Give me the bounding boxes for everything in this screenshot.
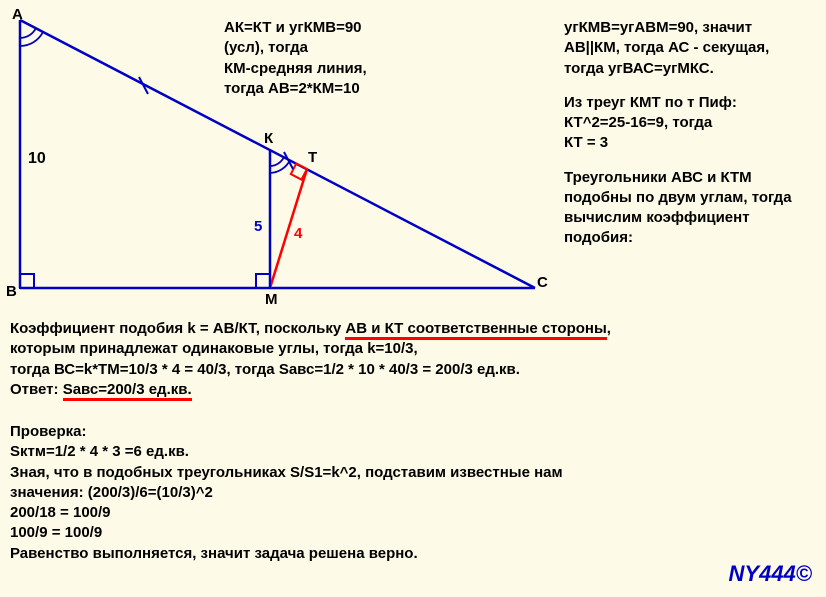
tm-l1b: АВ и КТ соответственные стороны <box>345 320 606 340</box>
ttr-l5: Из треуг КМТ по т Пиф: <box>564 93 824 113</box>
side-KM-label: 5 <box>254 218 262 235</box>
side-TM-label: 4 <box>294 225 302 242</box>
point-T-label: Т <box>308 149 317 166</box>
text-top-middle: АК=КТ и угКМВ=90 (усл), тогда КМ-средняя… <box>224 18 444 99</box>
tm-l4b: Sавс=200/3 ед.кв. <box>63 381 192 401</box>
ttr-l6: КТ^2=25-16=9, тогда <box>564 113 824 133</box>
point-B-label: В <box>6 283 17 300</box>
side-AB-label: 10 <box>28 150 46 168</box>
tm-line1: Коэффициент подобия k = АВ/КТ, поскольку… <box>10 319 820 339</box>
tc-l5: 200/18 = 100/9 <box>10 503 820 523</box>
tc-l3: Зная, что в подобных треугольниках S/S1=… <box>10 463 820 483</box>
tc-l2: Sктм=1/2 * 4 * 3 =6 ед.кв. <box>10 442 820 462</box>
ttm-l2: (усл), тогда <box>224 38 444 58</box>
signature: NY444© <box>729 561 812 587</box>
point-A-label: A <box>12 6 23 23</box>
text-top-right: угКМВ=угАВМ=90, значит АВ||КМ, тогда АС … <box>564 18 824 249</box>
ttr-l12: подобия: <box>564 228 824 248</box>
right-angle-B <box>20 274 34 288</box>
ttr-l2: АВ||КМ, тогда АС - секущая, <box>564 38 824 58</box>
angle-arc-K1 <box>270 157 284 166</box>
tm-line4: Ответ: Sавс=200/3 ед.кв. <box>10 380 820 400</box>
ttr-gap2 <box>564 154 824 168</box>
ttr-gap1 <box>564 79 824 93</box>
tm-l1c: , <box>607 320 611 337</box>
point-M-label: М <box>265 291 278 308</box>
ttr-l10: подобны по двум углам, тогда <box>564 188 824 208</box>
text-main: Коэффициент подобия k = АВ/КТ, поскольку… <box>10 319 820 400</box>
point-C-label: С <box>537 274 548 291</box>
tc-l7: Равенство выполняется, значит задача реш… <box>10 544 820 564</box>
ttr-l1: угКМВ=угАВМ=90, значит <box>564 18 824 38</box>
ttr-l7: КТ = 3 <box>564 133 824 153</box>
tm-l2: которым принадлежат одинаковые углы, тог… <box>10 339 820 359</box>
tc-l4: значения: (200/3)/6=(10/3)^2 <box>10 483 820 503</box>
tc-l1: Проверка: <box>10 422 820 442</box>
tm-l1a: Коэффициент подобия k = АВ/КТ, поскольку <box>10 320 345 337</box>
ttm-l3: КМ-средняя линия, <box>224 59 444 79</box>
ttm-l4: тогда АВ=2*КМ=10 <box>224 79 444 99</box>
point-K-label: К <box>264 130 273 147</box>
tc-l6: 100/9 = 100/9 <box>10 523 820 543</box>
ttr-l3: тогда угВАС=угМКС. <box>564 59 824 79</box>
right-angle-M <box>256 274 270 288</box>
ttm-l1: АК=КТ и угКМВ=90 <box>224 18 444 38</box>
angle-arc-A1 <box>20 28 36 38</box>
ttr-l11: вычислим коэффициент <box>564 208 824 228</box>
ttr-l9: Треугольники АВС и КТМ <box>564 168 824 188</box>
tm-l3: тогда ВС=k*ТМ=10/3 * 4 = 40/3, тогда Sав… <box>10 360 820 380</box>
tm-l4a: Ответ: <box>10 381 63 398</box>
text-check: Проверка: Sктм=1/2 * 4 * 3 =6 ед.кв. Зна… <box>10 422 820 564</box>
